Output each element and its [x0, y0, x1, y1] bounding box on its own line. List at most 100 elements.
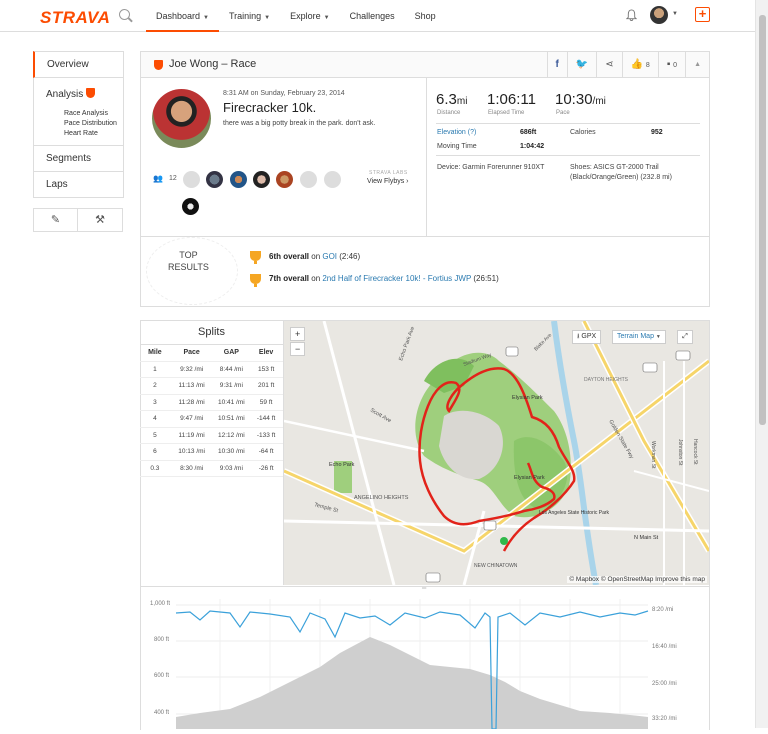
fullscreen-icon[interactable]: ⤢ [677, 330, 693, 344]
kudos-count: 8 [645, 62, 650, 69]
col-mile: Mile [148, 349, 162, 357]
pace-axis-tick: 8:20 /mi [652, 607, 674, 613]
cell: 153 ft [257, 365, 275, 373]
zoom-out-button[interactable]: − [290, 342, 305, 356]
moving-time-label: Moving Time [437, 143, 477, 150]
table-row[interactable]: 6 10:13 /mi 10:30 /mi -64 ft [140, 444, 283, 461]
device-info: Device: Garmin Forerunner 910XT [437, 164, 545, 171]
map-type-select[interactable]: Terrain Map ▼ [612, 330, 666, 344]
cell: 11:19 /mi [178, 431, 205, 439]
cell: 12:12 /mi [217, 431, 245, 439]
sidebar-item-analysis[interactable]: Analysis [46, 84, 123, 102]
sidebar-item-pace-distribution[interactable]: Pace Distribution [64, 120, 117, 127]
table-row[interactable]: 4 9:47 /mi 10:51 /mi -144 ft [140, 411, 283, 428]
athlete-avatar[interactable] [152, 89, 211, 148]
calories-label: Calories [570, 129, 596, 136]
elevation-chart-canvas[interactable] [140, 587, 710, 730]
nav-training[interactable]: Training ▼ [219, 0, 280, 32]
gpx-download-button[interactable]: ⭳ GPX [572, 330, 602, 344]
sidebar-item-race-analysis[interactable]: Race Analysis [64, 110, 108, 117]
segment-link[interactable]: GOI [322, 252, 338, 261]
kudoer-avatar[interactable] [206, 171, 223, 188]
map-label: Johnston St [677, 439, 683, 466]
kudoer-avatar[interactable] [183, 171, 200, 188]
map-canvas[interactable]: Echo Park Ave Scott Ave Echo Park ANGELI… [284, 321, 709, 585]
top-results-label-line: TOP [179, 250, 198, 260]
nav-explore[interactable]: Explore ▼ [280, 0, 339, 32]
facebook-share-icon[interactable]: f [546, 52, 567, 77]
comment-button[interactable]: ▪ 0 [657, 52, 685, 77]
sidebar-item-overview[interactable]: Overview [33, 51, 124, 78]
share-icon[interactable]: ⋖ [596, 52, 621, 77]
kudoer-avatar[interactable] [230, 171, 247, 188]
segment-link[interactable]: 2nd Half of Firecracker 10k! - Fortius J… [322, 274, 472, 283]
collapse-chevron-icon[interactable]: ▲ [685, 52, 709, 77]
table-row[interactable]: 2 11:13 /mi 9:31 /mi 201 ft [140, 378, 283, 395]
result-connector: on [309, 274, 323, 283]
nav-challenges[interactable]: Challenges [340, 0, 405, 32]
page-scrollbar[interactable] [755, 0, 768, 728]
kudoers-count[interactable]: 12 [169, 175, 177, 182]
table-row[interactable]: 5 11:19 /mi 12:12 /mi -133 ft [140, 428, 283, 444]
race-shield-icon [154, 60, 163, 70]
thumbs-up-icon: 👍 [630, 59, 644, 70]
chevron-down-icon: ▼ [203, 15, 209, 21]
elevation-axis-tick: 1,000 ft [150, 601, 171, 607]
cell: 10:51 /mi [217, 415, 245, 423]
kudoer-avatar[interactable] [300, 171, 317, 188]
shoes-detail: (Black/Orange/Green) (232.8 mi) [570, 174, 672, 181]
elevation-axis-tick: 800 ft [154, 637, 170, 643]
pace-unit: /mi [592, 96, 606, 107]
calories-value: 952 [651, 129, 663, 136]
shoes-info: Shoes: ASICS GT-2000 Trail (Black/Orange/… [570, 163, 672, 183]
elevation-help-link[interactable]: Elevation (?) [437, 129, 477, 136]
scrollbar-thumb[interactable] [759, 15, 766, 425]
elevation-pace-chart[interactable]: 1,000 ft 800 ft 600 ft 400 ft 8:20 /mi 1… [140, 586, 710, 730]
kudos-button[interactable]: 👍 8 [621, 52, 658, 77]
map-attribution[interactable]: © Mapbox © OpenStreetMap Improve this ma… [567, 576, 707, 583]
kudoer-avatar[interactable] [253, 171, 270, 188]
upload-plus-button[interactable]: + [695, 7, 710, 22]
resize-grip-icon[interactable]: ═ [422, 586, 427, 592]
sidebar-item-laps[interactable]: Laps [33, 172, 124, 198]
route-start-marker[interactable] [500, 537, 508, 545]
cell: -144 ft [256, 415, 276, 423]
cell: 4 [153, 415, 157, 423]
view-flybys-link[interactable]: View Flybys › [367, 178, 409, 185]
table-row[interactable]: 0.3 8:30 /mi 9:03 /mi -26 ft [140, 461, 283, 477]
distance-unit: mi [456, 96, 468, 107]
wrench-icon[interactable]: ⚒ [78, 208, 123, 232]
strava-logo[interactable]: STRAVA [40, 8, 111, 27]
chevron-down-icon[interactable]: ▼ [672, 11, 678, 17]
kudoer-avatar[interactable] [182, 198, 199, 215]
pace-stat: 10:30/mi [555, 91, 606, 108]
kudoer-avatar[interactable] [276, 171, 293, 188]
table-row[interactable]: 3 11:28 /mi 10:41 /mi 59 ft [140, 395, 283, 411]
bell-icon[interactable] [626, 9, 637, 21]
table-row[interactable]: 1 9:32 /mi 8:44 /mi 153 ft [140, 362, 283, 378]
pace-label: Pace [556, 110, 570, 116]
sidebar-item-segments[interactable]: Segments [33, 146, 124, 172]
user-avatar[interactable] [650, 6, 668, 24]
zoom-in-button[interactable]: + [290, 327, 305, 341]
nav-label: Training [228, 11, 262, 21]
gpx-label: GPX [581, 333, 597, 340]
route-map[interactable]: Echo Park Ave Scott Ave Echo Park ANGELI… [284, 321, 709, 585]
top-result-row: 6th overall on GOI (2:46) [269, 252, 360, 261]
splits-title: Splits [140, 320, 283, 345]
kudoer-avatar[interactable] [324, 171, 341, 188]
route-line[interactable] [418, 367, 576, 552]
search-icon[interactable] [119, 9, 130, 20]
cell: 59 ft [259, 398, 273, 406]
sidebar-item-heart-rate[interactable]: Heart Rate [64, 130, 98, 137]
map-label: NEW CHINATOWN [474, 563, 518, 569]
nav-label: Shop [414, 11, 436, 21]
map-label: DAYTON HEIGHTS [584, 377, 629, 383]
twitter-share-icon[interactable]: 🐦 [566, 52, 596, 77]
chevron-down-icon: ▼ [655, 334, 661, 340]
nav-dashboard[interactable]: Dashboard ▼ [146, 0, 219, 32]
trophy-icon [250, 251, 261, 264]
nav-shop[interactable]: Shop [405, 0, 446, 32]
edit-pencil-icon[interactable]: ✎ [33, 208, 78, 232]
cell: 10:30 /mi [217, 448, 245, 456]
